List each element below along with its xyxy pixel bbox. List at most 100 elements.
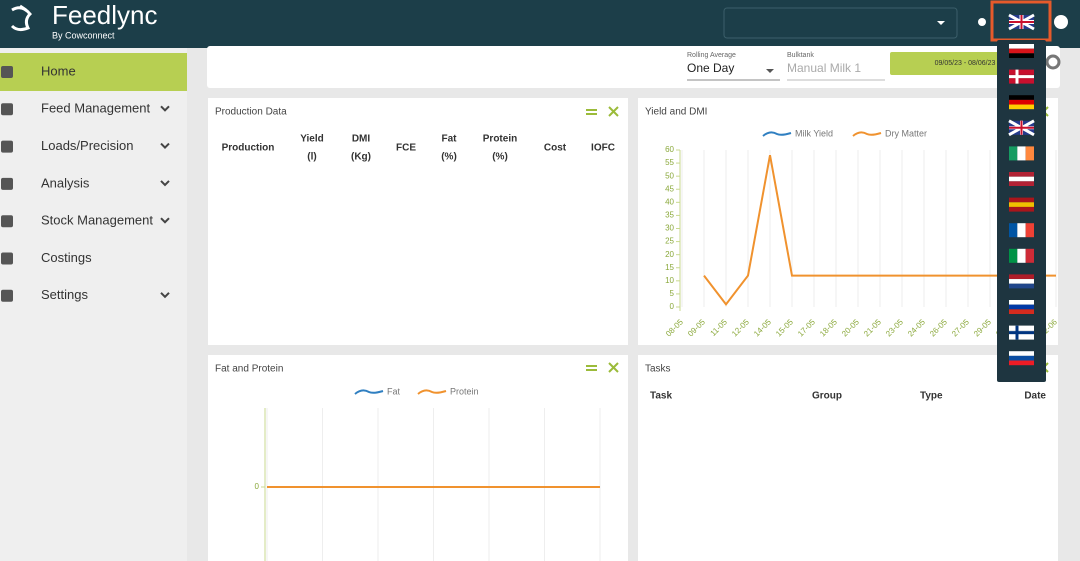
flag — [1025, 146, 1034, 161]
chevron — [160, 292, 170, 299]
flag-option[interactable] — [1009, 325, 1034, 340]
nav-item[interactable]: Analysis — [41, 175, 90, 190]
flag — [1017, 248, 1026, 263]
date-range: 09/05/23 - 08/06/23 — [935, 60, 996, 67]
y-tick-label: 45 — [665, 184, 674, 193]
flag — [1025, 248, 1034, 263]
flag-option[interactable] — [1009, 95, 1034, 110]
flag — [1009, 181, 1034, 186]
legend-swatch — [852, 131, 882, 137]
flag — [1009, 69, 1034, 84]
nav-item[interactable]: Costings — [41, 250, 92, 265]
column-header: Protein — [483, 134, 517, 145]
flag — [1009, 325, 1034, 340]
flag — [1009, 360, 1034, 366]
search-select[interactable] — [723, 7, 958, 39]
settings-icon[interactable] — [1045, 54, 1061, 70]
legend-swatch — [417, 389, 447, 395]
resize-icon[interactable] — [586, 365, 597, 371]
nav-icon — [1, 66, 13, 78]
flag — [1009, 202, 1034, 207]
legend-swatch — [354, 389, 384, 395]
flag — [1009, 334, 1034, 340]
y-tick-label: 25 — [665, 237, 674, 246]
flag-option[interactable] — [1009, 274, 1034, 289]
user-icon[interactable] — [1054, 15, 1068, 29]
flag — [1009, 325, 1034, 331]
close-icon[interactable] — [608, 362, 619, 373]
flag — [1009, 351, 1034, 356]
flag — [1009, 95, 1034, 100]
column-header: Date — [1024, 391, 1046, 402]
flag-option[interactable] — [1008, 119, 1035, 137]
rolling-average[interactable]: One Day — [687, 61, 734, 75]
legend-label: Fat — [387, 386, 401, 396]
flag — [1009, 99, 1034, 105]
panel-title: Production Data — [215, 107, 287, 118]
column-header: Yield — [300, 134, 324, 145]
bulktank[interactable]: Manual Milk 1 — [787, 61, 861, 75]
nav-icon — [1, 215, 13, 228]
flag-option[interactable] — [1009, 69, 1034, 84]
nav-item[interactable]: Loads/Precision — [41, 138, 134, 153]
y-tick-label: 20 — [665, 250, 674, 259]
flag-option[interactable] — [1009, 44, 1034, 58]
flag-option[interactable] — [1009, 300, 1034, 314]
resize-icon[interactable] — [586, 109, 597, 115]
flag — [1009, 53, 1034, 58]
column-header: Cost — [544, 143, 567, 154]
theme-toggle[interactable] — [978, 18, 986, 26]
nav-icon — [1, 140, 13, 153]
y-tick-label: 0 — [670, 302, 675, 311]
flag — [1009, 223, 1018, 238]
y-tick-label: 50 — [665, 171, 674, 180]
y-tick-label: 15 — [665, 263, 674, 272]
column-header: Task — [650, 391, 672, 402]
nav-item[interactable]: Home — [41, 63, 76, 78]
brand: Feedlync — [52, 0, 158, 30]
column-header: Production — [222, 143, 275, 154]
chevron — [160, 217, 170, 224]
uk-flag — [1008, 13, 1035, 31]
flag-option[interactable] — [1009, 248, 1034, 263]
flag-option[interactable] — [1009, 351, 1034, 366]
nav-item[interactable]: Settings — [41, 287, 88, 302]
flag — [1009, 279, 1034, 284]
flag — [1009, 104, 1034, 110]
column-header: (%) — [441, 152, 457, 163]
flag-option[interactable] — [1009, 146, 1034, 161]
nav-item[interactable]: Stock Management — [41, 213, 153, 228]
logo — [10, 4, 33, 32]
flag — [1009, 197, 1034, 203]
fat-protein-panel — [208, 355, 628, 561]
header — [0, 0, 1080, 48]
panel-title: Yield and DMI — [645, 107, 707, 118]
flag — [1009, 304, 1034, 310]
flag-option[interactable] — [1009, 172, 1034, 186]
yield-panel — [638, 98, 1058, 345]
flag — [1009, 176, 1034, 182]
flag — [1009, 248, 1018, 263]
y-tick-label: 10 — [665, 276, 674, 285]
flag — [1009, 206, 1034, 212]
column-header: Fat — [442, 134, 458, 145]
tasks-panel — [638, 355, 1058, 561]
legend-label: Protein — [450, 386, 479, 396]
y-tick-label: 5 — [670, 289, 675, 298]
bulktank-label: Bulktank — [787, 52, 814, 59]
caret — [766, 69, 774, 73]
flag-option[interactable] — [1009, 223, 1034, 238]
legend-label: Milk Yield — [795, 128, 833, 138]
panel-title: Tasks — [645, 364, 671, 375]
flag — [1025, 223, 1034, 238]
active-item — [0, 53, 187, 91]
close-icon[interactable] — [608, 106, 619, 117]
nav-item[interactable]: Feed Management — [41, 101, 151, 116]
caret — [937, 21, 945, 25]
flag-option[interactable] — [1009, 197, 1034, 212]
flag — [1009, 48, 1034, 54]
y-tick-label: 60 — [665, 145, 674, 154]
nav-icon — [1, 252, 13, 265]
y-tick-label: 55 — [665, 158, 674, 167]
